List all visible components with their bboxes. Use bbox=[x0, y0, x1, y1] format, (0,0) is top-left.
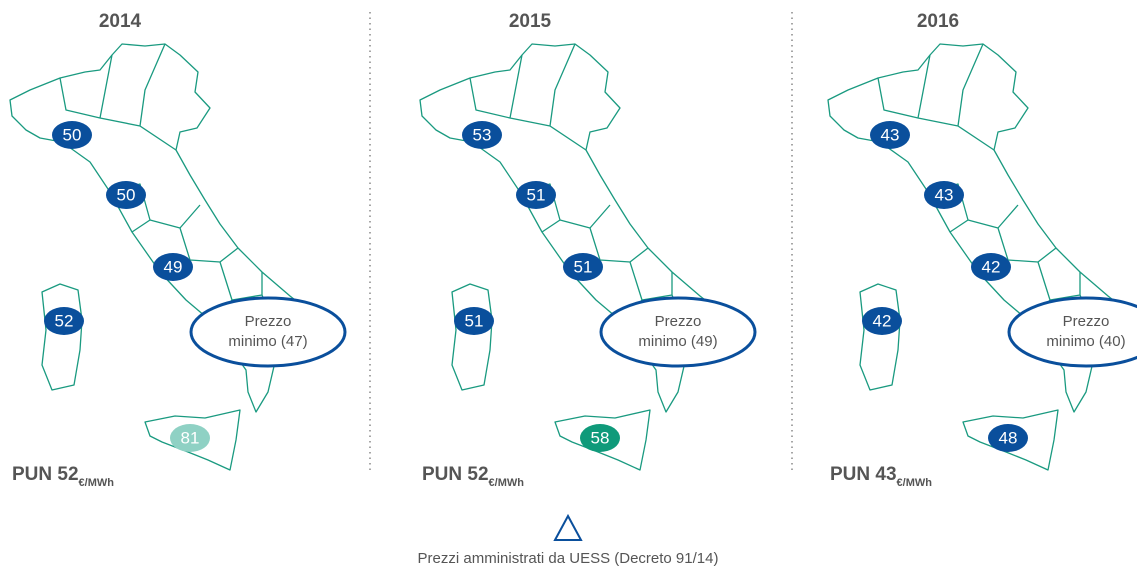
min-price-label: minimo (47) bbox=[228, 333, 307, 350]
price-badge bbox=[988, 424, 1028, 452]
min-price-callout bbox=[1007, 296, 1137, 368]
price-badge bbox=[971, 253, 1011, 281]
price-value: 53 bbox=[473, 125, 492, 144]
price-badge bbox=[862, 307, 902, 335]
pun-value: PUN 52 bbox=[12, 464, 79, 485]
pun-value: PUN 43 bbox=[830, 464, 897, 485]
price-value: 42 bbox=[873, 311, 892, 330]
price-badge bbox=[44, 307, 84, 335]
min-price-label: minimo (49) bbox=[638, 333, 717, 350]
price-badge bbox=[580, 424, 620, 452]
min-price-label: minimo (40) bbox=[1046, 333, 1125, 350]
year-title: 2015 bbox=[509, 11, 552, 32]
min-price-label: Prezzo bbox=[1063, 313, 1110, 330]
price-badge bbox=[106, 181, 146, 209]
min-price-label: Prezzo bbox=[245, 313, 292, 330]
price-badge bbox=[870, 121, 910, 149]
pun-unit: €/MWh bbox=[489, 477, 525, 489]
price-value: 51 bbox=[527, 185, 546, 204]
pun-value: PUN 52 bbox=[422, 464, 489, 485]
price-value: 43 bbox=[881, 125, 900, 144]
year-title: 2014 bbox=[99, 11, 142, 32]
price-value: 51 bbox=[465, 311, 484, 330]
price-badge bbox=[52, 121, 92, 149]
min-price-callout bbox=[189, 296, 347, 368]
price-badge bbox=[170, 424, 210, 452]
price-value: 51 bbox=[574, 257, 593, 276]
price-value: 50 bbox=[117, 185, 136, 204]
footer-note: Prezzi amministrati da UESS (Decreto 91/… bbox=[418, 550, 719, 567]
pun-label: PUN 52€/MWh bbox=[422, 464, 524, 489]
price-badge bbox=[516, 181, 556, 209]
pun-unit: €/MWh bbox=[897, 477, 933, 489]
price-value: 50 bbox=[63, 125, 82, 144]
panel: 2015 53 51 51 51 58 Prezzo minimo (49) PUN 52€/M… bbox=[419, 11, 757, 489]
triangle-icon bbox=[553, 513, 583, 541]
price-badge bbox=[462, 121, 502, 149]
price-value: 48 bbox=[999, 428, 1018, 447]
price-value: 81 bbox=[181, 428, 200, 447]
price-value: 52 bbox=[55, 311, 74, 330]
price-badge bbox=[153, 253, 193, 281]
panel: 2014 50 50 49 52 81 Prezzo minimo (47) PUN 52€/M… bbox=[9, 11, 347, 489]
min-price-callout bbox=[599, 296, 757, 368]
price-value: 49 bbox=[164, 257, 183, 276]
price-value: 42 bbox=[982, 257, 1001, 276]
price-badge bbox=[454, 307, 494, 335]
price-badge bbox=[563, 253, 603, 281]
price-value: 58 bbox=[591, 428, 610, 447]
pun-unit: €/MWh bbox=[79, 477, 115, 489]
panel: 2016 43 43 42 42 48 Prezzo minimo (40) PUN 43€/M… bbox=[827, 11, 1137, 489]
year-title: 2016 bbox=[917, 11, 959, 32]
price-badge bbox=[924, 181, 964, 209]
pun-label: PUN 52€/MWh bbox=[12, 464, 114, 489]
pun-label: PUN 43€/MWh bbox=[830, 464, 932, 489]
price-value: 43 bbox=[935, 185, 954, 204]
min-price-label: Prezzo bbox=[655, 313, 702, 330]
